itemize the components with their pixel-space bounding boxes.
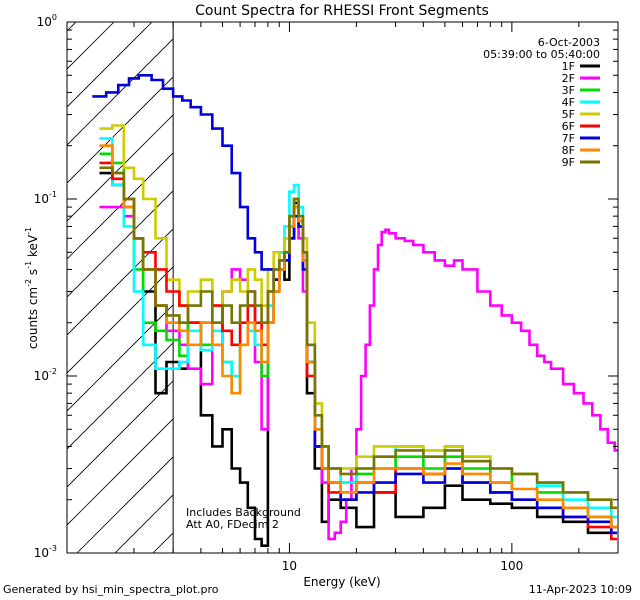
- date-text: 6-Oct-2003: [538, 36, 600, 49]
- hatch-line: [67, 228, 174, 336]
- time-range-text: 05:39:00 to 05:40:00: [483, 48, 600, 61]
- series-line-4F: [99, 137, 617, 519]
- legend-label-3F: 3F: [562, 84, 575, 97]
- hatch-line: [67, 22, 77, 32]
- series-line-2F: [99, 205, 618, 541]
- y-tick-label: 100: [37, 13, 57, 29]
- hatch-line: [76, 456, 174, 553]
- plot-frame: [66, 21, 619, 554]
- series-line-3F: [99, 152, 617, 529]
- hatch-line: [67, 190, 174, 298]
- y-tick-label: 10-3: [34, 544, 57, 560]
- note-background: Includes Background: [186, 506, 301, 519]
- legend-label-6F: 6F: [562, 120, 575, 133]
- x-tick-label: 100: [500, 559, 523, 573]
- timestamp-text: 11-Apr-2023 10:09: [528, 583, 632, 596]
- legend-label-2F: 2F: [562, 72, 575, 85]
- note-attenuator: Att A0, FDecim 2: [186, 518, 279, 531]
- legend-label-9F: 9F: [562, 156, 575, 169]
- series-line-9F: [99, 166, 617, 510]
- x-axis-label: Energy (keV): [303, 575, 380, 589]
- hatch-line: [67, 22, 153, 108]
- series-line-8F: [99, 144, 617, 529]
- y-tick-label: 10-1: [34, 190, 57, 206]
- y-tick-label: 10-2: [34, 367, 57, 383]
- hatch-line: [67, 304, 174, 412]
- hatch-line: [67, 114, 174, 222]
- series-line-1F: [99, 171, 617, 547]
- attenuator-shaded-region: [67, 22, 174, 553]
- chart-title: Count Spectra for RHESSI Front Segments: [195, 3, 489, 19]
- y-axis-label: counts cm-2 s-1 keV-1: [24, 227, 40, 349]
- hatch-line: [67, 418, 174, 526]
- legend-label-4F: 4F: [562, 96, 575, 109]
- hatch-line: [67, 380, 174, 488]
- x-tick-label: 10: [282, 559, 297, 573]
- legend-label-7F: 7F: [562, 132, 575, 145]
- legend-label-8F: 8F: [562, 144, 575, 157]
- legend-label-1F: 1F: [562, 60, 575, 73]
- series-line-7F: [92, 74, 617, 535]
- generated-by-text: Generated by hsi_min_spectra_plot.pro: [3, 583, 219, 596]
- legend-label-5F: 5F: [562, 108, 575, 121]
